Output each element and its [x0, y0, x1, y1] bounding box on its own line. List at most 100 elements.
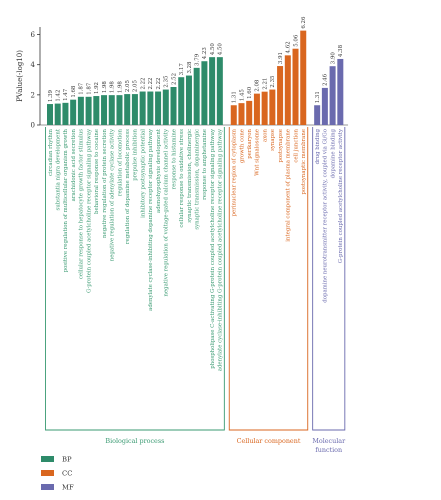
category-label: drug binding — [315, 128, 321, 164]
category-label: prepulse inhibition — [133, 128, 139, 180]
bar-value-label: 2.21 — [262, 78, 268, 90]
bar-value-label: 3.91 — [278, 52, 284, 64]
bar — [284, 55, 291, 125]
bars — [47, 30, 344, 126]
bar — [230, 105, 237, 125]
category-label: dopamine neurotransmitter receptor activ… — [323, 129, 329, 303]
section-label-line1: Molecular — [312, 437, 346, 445]
category-label: negative regulation of protein secretion — [102, 128, 108, 237]
legend-swatch — [41, 484, 54, 490]
bar — [108, 95, 115, 125]
bar-value-label: 1.87 — [86, 82, 92, 95]
bar-value-label: 1.42 — [56, 90, 62, 102]
bar — [77, 96, 84, 125]
bar — [116, 95, 123, 125]
legend-label: CC — [62, 470, 72, 478]
category-label: response to amphetamine — [202, 129, 208, 200]
bar — [277, 66, 284, 125]
bar-value-label: 1.31 — [315, 91, 321, 103]
category-label: circadian rhythm — [48, 129, 54, 176]
bar — [269, 89, 276, 125]
category-label: cell junction — [293, 128, 299, 162]
bar-value-label: 4.50 — [218, 43, 224, 56]
bar-value-label: 2.22 — [156, 78, 162, 90]
bar-value-label: 2.08 — [255, 79, 261, 92]
bar-value-label: 1.60 — [247, 86, 253, 99]
bar — [201, 61, 208, 125]
bar-value-label: 1.45 — [239, 89, 245, 102]
category-label: Wnt signalosome — [255, 129, 261, 176]
bar — [54, 103, 61, 125]
category-label: dopamine binding — [330, 128, 336, 178]
legend-swatch — [41, 456, 54, 462]
category-label: behavioral response to cocaine — [94, 129, 100, 214]
bar-value-label: 4.62 — [286, 41, 292, 53]
legend-label: MF — [62, 484, 74, 492]
category-label: integral component of plasma membrane — [286, 129, 292, 242]
bar — [93, 96, 100, 125]
bar-value-label: 2.35 — [270, 75, 276, 88]
bar-value-label: 2.05 — [133, 80, 139, 93]
bar — [131, 94, 138, 125]
bar-value-label: 1.47 — [63, 88, 69, 101]
section-bracket — [45, 127, 225, 431]
bar — [246, 100, 253, 125]
category-label: adenylate cyclase-inhibiting G-protein c… — [218, 128, 224, 371]
bar-value-label: 2.35 — [164, 75, 170, 88]
bar — [70, 99, 77, 125]
category-label: postsynapse — [278, 129, 284, 163]
bar-value-label: 1.98 — [117, 81, 123, 94]
category-labels: circadian rhythm substantia nigra develop… — [48, 128, 344, 371]
category-label: synaptic transmission, cholinergic — [187, 129, 193, 223]
category-label: cellular response to oxidative stress — [179, 129, 185, 228]
category-label: synapse — [270, 129, 276, 151]
category-label: postsynaptic membrane — [301, 129, 307, 195]
category-label: adenohypophysis development — [156, 128, 162, 213]
bar-value-label: 3.90 — [330, 52, 336, 65]
bar — [147, 91, 154, 125]
value-labels: 1.39 1.42 1.47 1.68 1.87 1.87 1.92 1.98 1.98 1.98… — [48, 16, 344, 103]
bar-value-label: 5.06 — [293, 34, 299, 47]
bar — [139, 91, 146, 125]
bar — [329, 66, 336, 125]
bar — [337, 58, 344, 126]
legend: BP CC MF — [41, 456, 74, 492]
bar-value-label: 2.22 — [148, 78, 154, 90]
category-label: G-protein coupled acetylcholine receptor… — [86, 128, 92, 293]
bar-value-label: 1.92 — [94, 82, 100, 94]
bar — [124, 94, 131, 125]
section-label: Cellular component — [237, 437, 301, 445]
category-label: synaptic transmission, dopaminergic — [194, 129, 200, 230]
category-label: phospholipase C-activating G-protein cou… — [210, 128, 216, 369]
bar — [185, 75, 192, 125]
bar-value-label: 1.98 — [102, 81, 108, 94]
category-label: arachidonic acid secretion — [71, 128, 77, 201]
bar-value-label: 4.50 — [210, 43, 216, 56]
category-label: negative regulation of voltage-gated cal… — [164, 128, 170, 296]
category-label: growth cone — [239, 129, 245, 163]
bar-value-label: 1.39 — [48, 89, 54, 102]
section-label: Biological process — [105, 437, 164, 445]
bar-value-label: 4.38 — [338, 44, 344, 57]
category-label: adenylate cyclase-inhibiting dopamine re… — [148, 128, 154, 311]
category-label: substantia nigra development — [56, 128, 62, 210]
bar — [62, 102, 69, 125]
bar — [209, 57, 216, 125]
section-bracket — [228, 127, 309, 431]
bar-value-label: 3.79 — [194, 53, 200, 66]
bar-value-label: 3.17 — [179, 63, 185, 76]
bar — [292, 48, 299, 125]
category-label: regulation of dopamine metabolic process — [125, 129, 131, 244]
section-label-line2: function — [315, 446, 342, 454]
section-bracket — [312, 127, 346, 431]
bar-value-label: 2.22 — [140, 78, 146, 90]
bar — [85, 96, 92, 125]
bar — [162, 89, 169, 125]
category-label: perinuclear region of cytoplasm — [232, 129, 238, 216]
category-label: positive regulation of multicellular org… — [63, 128, 69, 272]
bar-value-label: 1.87 — [79, 82, 85, 95]
bar — [261, 91, 268, 125]
bar — [216, 57, 223, 125]
bar-value-label: 4.23 — [202, 47, 208, 60]
bar — [253, 93, 260, 125]
